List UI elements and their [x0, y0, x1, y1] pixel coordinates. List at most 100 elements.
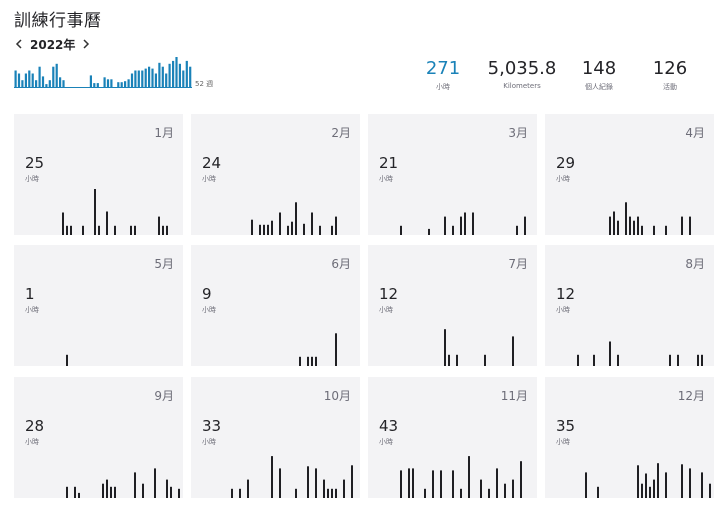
daily-bar — [460, 216, 462, 235]
month-hours-unit: 小時 — [379, 306, 393, 314]
next-year-chevron-right-icon[interactable] — [79, 36, 93, 52]
daily-bar — [633, 220, 635, 235]
month-hours-unit: 小時 — [202, 306, 216, 314]
month-card-mar[interactable]: 3月 21 小時 — [368, 114, 537, 235]
weekly-bar — [96, 83, 99, 87]
daily-bar — [649, 486, 651, 498]
month-hours: 25 — [25, 154, 45, 172]
daily-bar — [114, 225, 116, 235]
daily-bar — [162, 225, 164, 235]
month-card-aug[interactable]: 8月 12 小時 — [545, 245, 714, 366]
daily-bar — [637, 465, 639, 498]
weekly-bar — [41, 76, 45, 87]
daily-bar — [428, 228, 430, 235]
daily-bar — [452, 470, 454, 498]
daily-bar — [701, 354, 703, 366]
daily-bar — [593, 354, 595, 366]
month-card-nov[interactable]: 11月 43 小時 — [368, 377, 537, 498]
stat-hours-value: 271 — [425, 58, 461, 79]
month-card-sep[interactable]: 9月 28 小時 — [14, 377, 183, 498]
month-hours-unit: 小時 — [25, 306, 39, 314]
month-hours: 9 — [202, 285, 212, 303]
daily-bar — [102, 483, 104, 498]
weekly-bar — [103, 77, 106, 87]
weekly-bar — [158, 62, 161, 87]
daily-bar — [464, 212, 466, 235]
daily-bar — [585, 472, 587, 498]
daily-bar — [130, 225, 132, 235]
daily-bar — [617, 354, 619, 366]
month-daily-bars — [368, 438, 537, 498]
month-hours-unit: 小時 — [379, 438, 393, 446]
weekly-bar — [106, 79, 110, 87]
daily-bar — [271, 456, 273, 498]
daily-bar — [94, 189, 96, 235]
month-name: 9月 — [154, 389, 174, 403]
daily-bar — [295, 488, 297, 498]
daily-bar — [82, 225, 84, 235]
daily-bar — [444, 216, 446, 235]
daily-bar — [66, 486, 68, 498]
daily-bar — [231, 488, 233, 498]
daily-bar — [400, 470, 402, 498]
month-daily-bars — [191, 175, 360, 235]
daily-bar — [331, 225, 333, 235]
weekly-bar — [144, 68, 147, 87]
daily-bar — [343, 479, 345, 498]
daily-bar — [689, 468, 691, 498]
month-card-may[interactable]: 5月 1 小時 — [14, 245, 183, 366]
daily-bar — [166, 479, 168, 498]
previous-year-chevron-left-icon[interactable] — [12, 36, 26, 52]
daily-bar — [78, 492, 80, 498]
daily-bar — [657, 463, 659, 498]
daily-bar — [645, 473, 647, 498]
daily-bar — [315, 468, 317, 498]
month-name: 6月 — [331, 257, 351, 271]
stat-records-value: 148 — [581, 58, 617, 79]
month-name: 5月 — [154, 257, 174, 271]
month-bars-svg — [62, 189, 168, 235]
daily-bar — [424, 488, 426, 498]
daily-bar — [520, 461, 522, 498]
daily-bar — [259, 224, 261, 235]
daily-bar — [512, 479, 514, 498]
month-bars-svg — [577, 341, 703, 366]
month-card-oct[interactable]: 10月 33 小時 — [191, 377, 360, 498]
month-daily-bars — [368, 175, 537, 235]
month-daily-bars — [191, 306, 360, 366]
month-card-jan[interactable]: 1月 25 小時 — [14, 114, 183, 235]
month-card-jun[interactable]: 6月 9 小時 — [191, 245, 360, 366]
daily-bar — [66, 225, 68, 235]
weekly-bar — [154, 73, 157, 87]
daily-bar — [653, 225, 655, 235]
month-card-jul[interactable]: 7月 12 小時 — [368, 245, 537, 366]
month-daily-bars — [368, 306, 537, 366]
month-bars-svg — [251, 202, 337, 235]
weekly-bars — [14, 57, 192, 88]
month-hours-unit: 小時 — [25, 175, 39, 183]
month-card-apr[interactable]: 4月 29 小時 — [545, 114, 714, 235]
month-card-feb[interactable]: 2月 24 小時 — [191, 114, 360, 235]
daily-bar — [154, 468, 156, 498]
weekly-bar — [134, 70, 137, 87]
weekly-bar — [21, 80, 24, 87]
daily-bar — [524, 216, 526, 235]
month-card-dec[interactable]: 12月 35 小時 — [545, 377, 714, 498]
daily-bar — [106, 211, 108, 235]
weekly-bar — [55, 63, 58, 87]
daily-bar — [448, 354, 450, 366]
daily-bar — [697, 354, 699, 366]
daily-bar — [335, 333, 337, 366]
month-name: 7月 — [508, 257, 528, 271]
daily-bar — [412, 468, 414, 498]
weekly-bar — [93, 83, 96, 87]
weekly-bar — [182, 70, 185, 87]
daily-bar — [271, 220, 273, 235]
month-hours: 29 — [556, 154, 576, 172]
stat-hours: 271 小時 — [418, 58, 468, 92]
daily-bar — [335, 216, 337, 235]
daily-bar — [239, 488, 241, 498]
daily-bar — [70, 225, 72, 235]
stat-distance-label: Kilometers — [503, 82, 541, 90]
month-bars-svg — [299, 333, 337, 366]
